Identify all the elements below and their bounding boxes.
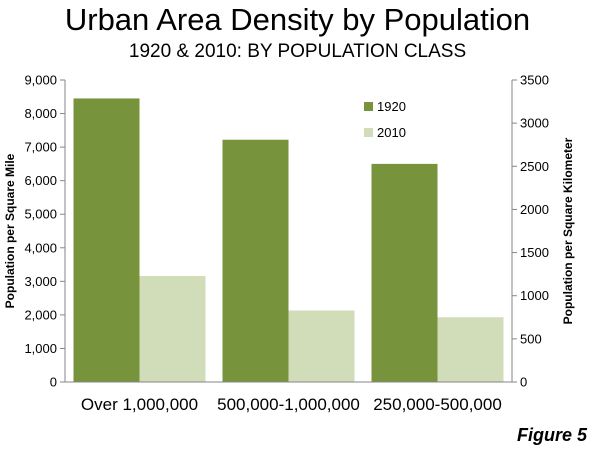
x-tick-label: 250,000-500,000 — [373, 395, 502, 414]
bar-1920-2 — [222, 139, 289, 382]
bar-1920-3 — [371, 163, 438, 382]
y-axis-title: Population per Square Mile — [3, 153, 17, 308]
legend-label-1920: 1920 — [377, 99, 406, 114]
y-tick-label: 2,000 — [24, 307, 57, 322]
y2-tick-label: 1000 — [520, 288, 549, 303]
y-tick-label: 9,000 — [24, 73, 57, 88]
y2-axis-title: Population per Square Kilometer — [561, 137, 575, 324]
chart-title: Urban Area Density by Population — [64, 2, 531, 37]
y-tick-label: 5,000 — [24, 207, 57, 222]
y2-tick-label: 2000 — [520, 202, 549, 217]
y2-tick-label: 500 — [520, 331, 542, 346]
chart-subtitle: 1920 & 2010: BY POPULATION CLASS — [128, 41, 467, 62]
y2-tick-label: 1500 — [520, 245, 549, 260]
y-tick-label: 1,000 — [24, 341, 57, 356]
y-tick-label: 4,000 — [24, 240, 57, 255]
x-tick-label: Over 1,000,000 — [81, 395, 198, 414]
legend-label-2010: 2010 — [377, 125, 406, 140]
y-tick-label: 8,000 — [24, 106, 57, 121]
y-tick-label: 7,000 — [24, 140, 57, 155]
bar-2010-1 — [139, 275, 206, 382]
y2-tick-label: 0 — [520, 375, 527, 390]
y2-tick-label: 3000 — [520, 116, 549, 131]
x-tick-label: 500,000-1,000,000 — [217, 395, 360, 414]
figure-label: Figure 5 — [516, 425, 587, 445]
bar-1920-1 — [73, 98, 140, 382]
y2-tick-label: 2500 — [520, 159, 549, 174]
bar-2010-3 — [437, 317, 504, 382]
legend-swatch-2010 — [364, 128, 373, 137]
bar-2010-2 — [288, 310, 355, 382]
legend-swatch-1920 — [364, 102, 373, 111]
y2-tick-label: 3500 — [520, 73, 549, 88]
y-tick-label: 6,000 — [24, 173, 57, 188]
y-tick-label: 0 — [50, 375, 57, 390]
y-tick-label: 3,000 — [24, 274, 57, 289]
